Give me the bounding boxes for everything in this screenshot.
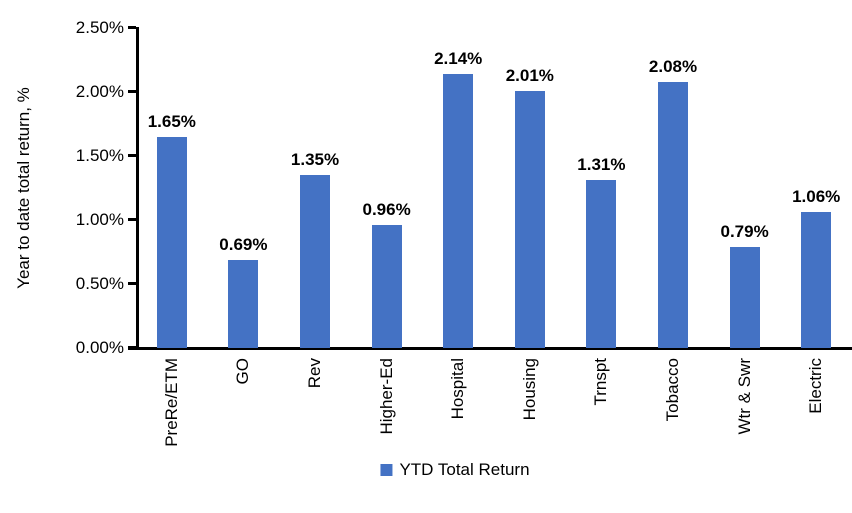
y-tick-mark (128, 90, 136, 93)
y-tick-label: 1.00% (75, 210, 124, 229)
bar (156, 136, 187, 348)
bar-value-label: 2.08% (648, 56, 698, 76)
bar-value-label: 0.96% (362, 200, 411, 220)
bar (514, 90, 545, 348)
y-tick-mark (128, 218, 136, 221)
x-axis-label: GO (233, 358, 253, 385)
bar-value-label: 0.79% (720, 221, 769, 241)
bar (228, 259, 259, 348)
bar-value-label: 2.01% (505, 65, 554, 85)
bar (658, 81, 688, 348)
y-tick-mark (128, 346, 136, 349)
x-axis-label: Housing (519, 358, 539, 421)
bar (443, 74, 474, 348)
x-axis-label: Hospital (448, 358, 468, 420)
legend-swatch-icon (380, 464, 393, 476)
y-axis-line (136, 27, 139, 349)
legend-label: YTD Total Return (399, 460, 530, 479)
x-axis-label: PreRe/ETM (161, 358, 181, 447)
y-tick-mark (128, 154, 136, 157)
bar (729, 246, 760, 348)
bar-value-label: 2.14% (434, 49, 483, 69)
x-axis-label: Higher-Ed (376, 358, 396, 435)
y-tick-label: 0.00% (75, 338, 124, 357)
bar-value-label: 0.69% (219, 234, 268, 254)
y-tick-label: 0.50% (75, 274, 124, 293)
y-tick-mark (128, 282, 136, 285)
bar-value-label: 1.65% (147, 111, 196, 131)
x-axis-label: Rev (305, 358, 324, 389)
bar-value-label: 1.31% (577, 155, 626, 175)
x-axis-line (128, 347, 852, 350)
x-axis-label: Tobacco (663, 358, 682, 422)
x-axis-label: Wtr & Swr (734, 358, 754, 435)
y-tick-mark (128, 26, 136, 29)
bar (300, 175, 330, 348)
y-tick-label: 2.50% (75, 18, 124, 37)
x-axis-label: Electric (806, 358, 826, 414)
bar-value-label: 1.35% (290, 150, 340, 170)
legend: YTD Total Return (380, 460, 530, 480)
y-axis-title: Year to date total return, % (14, 87, 33, 289)
bar (586, 180, 617, 348)
bar (801, 212, 832, 348)
bar-value-label: 1.06% (792, 187, 841, 207)
x-axis-label: Trnspt (591, 358, 611, 406)
bar (371, 225, 402, 348)
y-tick-label: 2.00% (75, 82, 124, 101)
y-tick-label: 1.50% (75, 146, 124, 165)
